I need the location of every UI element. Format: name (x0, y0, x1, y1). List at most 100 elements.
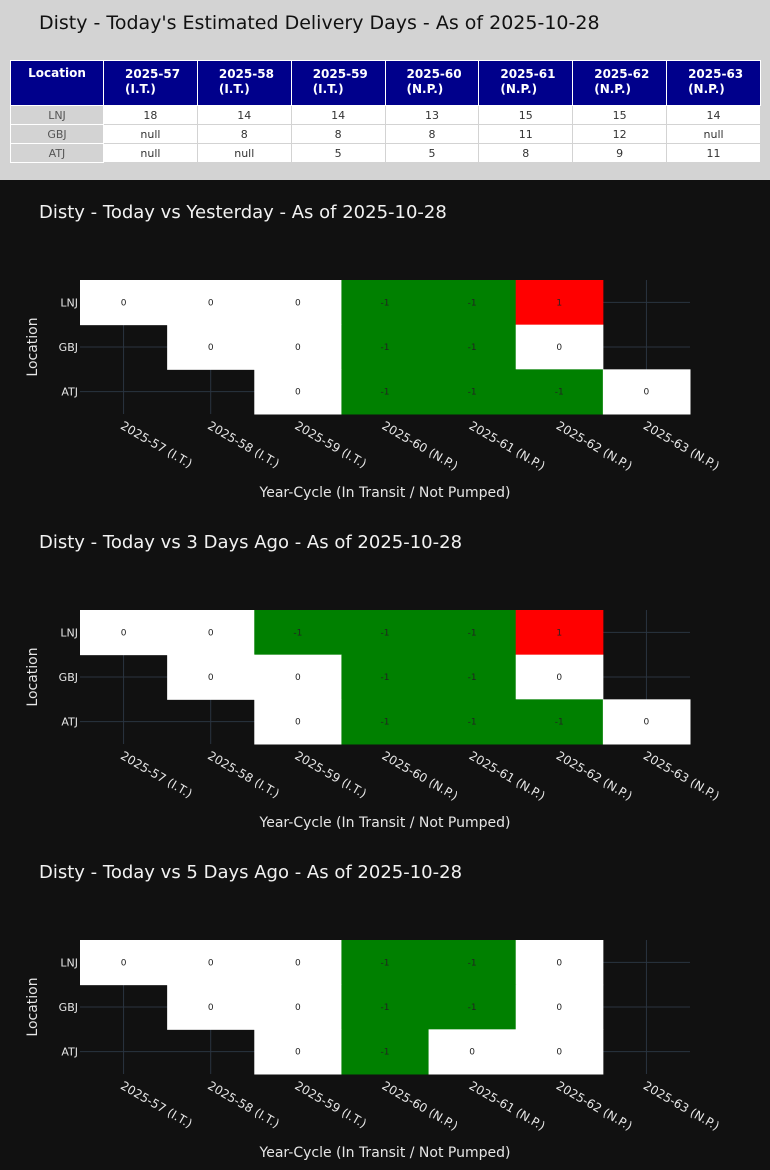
x-tick-label: 2025-59 (I.T.) (292, 1078, 369, 1130)
cell-value-label: 0 (208, 298, 214, 308)
heatmap-today-vs-5-days-ago: Disty - Today vs 5 Days Ago - As of 2025… (0, 840, 770, 1170)
heatmap-cell (254, 369, 342, 415)
cell-value-label: 0 (295, 673, 301, 683)
heatmap-cell (341, 324, 430, 370)
heatmap-cells: 0 0 0 -1 -1 1 0 0 -1 -1 0 0 -1 -1 -1 0 (80, 280, 691, 415)
cell-value-label: -1 (468, 718, 477, 728)
heatmap-cell (428, 654, 517, 700)
table-cell: 13 (384, 105, 480, 125)
table-cell: 14 (290, 105, 386, 125)
cell-value-label: -1 (293, 628, 302, 638)
cell-value-label: -1 (381, 298, 390, 308)
cell-value-label: -1 (381, 388, 390, 398)
y-axis-title: Location (25, 977, 41, 1036)
table-cell: 12 (572, 124, 668, 144)
x-axis-title: Year-Cycle (In Transit / Not Pumped) (259, 1145, 511, 1161)
heatmap-cell (167, 324, 255, 370)
table-cell: 14 (196, 105, 292, 125)
heatmap-cell (80, 940, 168, 986)
cell-value-label: 1 (556, 628, 562, 638)
x-tick-label: 2025-59 (I.T.) (292, 418, 369, 470)
cell-value-label: -1 (381, 1048, 390, 1058)
table-header-row: Location 2025-57 (I.T.) 2025-58 (I.T.) 2025… (10, 60, 761, 106)
table-cell: null (103, 143, 198, 163)
table-row: ATJ null null 5 5 8 9 11 (10, 143, 761, 163)
cell-value-label: -1 (468, 673, 477, 683)
heatmap-svg: 0 0 0 -1 -1 0 0 0 -1 -1 0 0 -1 0 0 LNJ GBJ ATJ 2025-57 (I.… (25, 940, 722, 1161)
x-tick-label: 2025-61 (N.P.) (467, 1078, 548, 1133)
table-cell: 5 (384, 143, 480, 163)
heatmap-cell (515, 369, 604, 415)
heatmap-cell (341, 984, 430, 1030)
x-tick-label: 2025-60 (N.P.) (380, 1078, 461, 1133)
cell-value-label: -1 (381, 343, 390, 353)
table-cell: null (103, 124, 198, 144)
x-tick-label: 2025-62 (N.P.) (554, 1078, 635, 1133)
y-tick-label: ATJ (61, 1046, 78, 1059)
x-tick-label: 2025-60 (N.P.) (380, 748, 461, 803)
table-cell: null (666, 124, 761, 144)
cell-value-label: -1 (555, 718, 564, 728)
x-tick-label: 2025-58 (I.T.) (205, 1078, 282, 1130)
column-header: 2025-57 (I.T.) (103, 60, 198, 106)
heatmap-cell (515, 324, 604, 370)
cell-value-label: 0 (644, 388, 650, 398)
cell-value-label: 0 (556, 673, 562, 683)
cell-value-label: -1 (381, 958, 390, 968)
cell-value-label: 0 (208, 958, 214, 968)
table-cell: 5 (290, 143, 386, 163)
heatmap-cell (515, 984, 604, 1030)
row-location-cell: ATJ (10, 143, 104, 163)
heatmap-cell (428, 984, 517, 1030)
y-tick-label: GBJ (59, 1001, 78, 1014)
cell-value-label: 0 (121, 298, 127, 308)
heatmap-cell (428, 940, 517, 986)
delivery-days-panel: Disty - Today's Estimated Delivery Days … (0, 0, 770, 180)
heatmap-cell (254, 324, 342, 370)
y-tick-label: LNJ (60, 296, 78, 309)
cell-value-label: -1 (381, 628, 390, 638)
x-tick-label: 2025-58 (I.T.) (205, 748, 282, 800)
cell-value-label: 0 (208, 673, 214, 683)
cell-value-label: 0 (556, 343, 562, 353)
cell-value-label: 0 (644, 718, 650, 728)
table-cell: 15 (572, 105, 668, 125)
heatmap-cell (167, 280, 255, 326)
x-axis-title: Year-Cycle (In Transit / Not Pumped) (259, 815, 511, 831)
heatmap-svg: 0 0 0 -1 -1 1 0 0 -1 -1 0 0 -1 -1 -1 0 LNJ GBJ ATJ 2025-57 … (25, 280, 722, 501)
heatmap-cell (167, 984, 255, 1030)
heatmap-cell (341, 369, 430, 415)
cell-value-label: -1 (468, 298, 477, 308)
x-tick-label: 2025-63 (N.P.) (641, 1078, 722, 1133)
cell-value-label: 0 (556, 958, 562, 968)
heatmap-today-vs-3-days-ago: Disty - Today vs 3 Days Ago - As of 2025… (0, 510, 770, 840)
column-header: 2025-60 (N.P.) (384, 60, 480, 106)
x-tick-label: 2025-57 (I.T.) (118, 1078, 195, 1130)
cell-value-label: 0 (121, 958, 127, 968)
heatmap-cell (341, 1029, 430, 1075)
column-header: 2025-58 (I.T.) (196, 60, 292, 106)
table-cell: 11 (478, 124, 574, 144)
x-tick-label: 2025-63 (N.P.) (641, 418, 722, 473)
cell-value-label: -1 (468, 628, 477, 638)
cell-value-label: 0 (295, 1003, 301, 1013)
cell-value-label: -1 (468, 388, 477, 398)
heatmap-cell (515, 280, 604, 326)
x-tick-label: 2025-63 (N.P.) (641, 748, 722, 803)
chart-title: Disty - Today vs 3 Days Ago - As of 2025… (39, 532, 463, 553)
y-tick-label: GBJ (59, 671, 78, 684)
column-header: 2025-62 (N.P.) (572, 60, 668, 106)
x-tick-label: 2025-57 (I.T.) (118, 748, 195, 800)
heatmap-cell (341, 940, 430, 986)
heatmap-cell (515, 654, 604, 700)
table-title: Disty - Today's Estimated Delivery Days … (39, 12, 600, 34)
x-tick-label: 2025-62 (N.P.) (554, 418, 635, 473)
x-tick-label: 2025-59 (I.T.) (292, 748, 369, 800)
heatmap-cell (167, 940, 255, 986)
heatmap-cell (602, 699, 691, 745)
table-body: LNJ 18 14 14 13 15 15 14 GBJ null 8 8 8 11 12 null ATJ nu… (10, 105, 761, 163)
y-axis-title: Location (25, 647, 41, 706)
chart-title: Disty - Today vs 5 Days Ago - As of 2025… (39, 862, 463, 883)
cell-value-label: 0 (208, 628, 214, 638)
y-tick-label: LNJ (60, 626, 78, 639)
